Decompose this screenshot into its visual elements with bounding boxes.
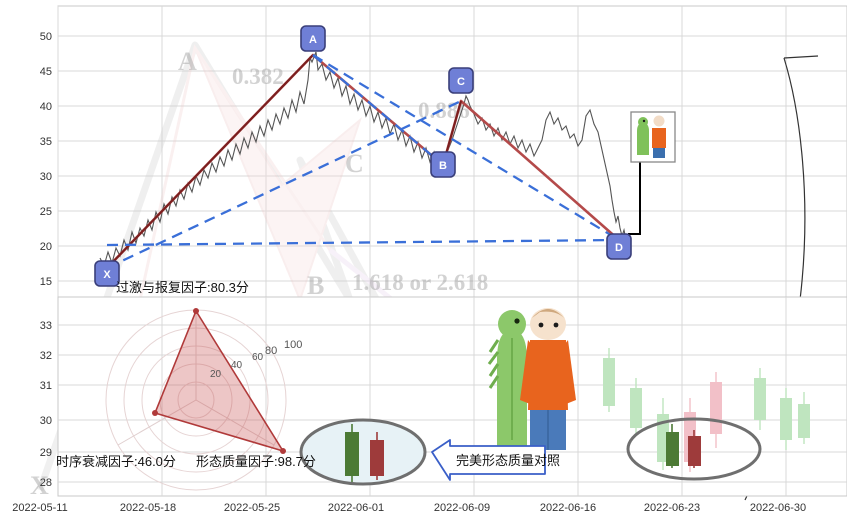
watermark-B: B	[307, 271, 324, 300]
watermark-0382: 0.382	[232, 64, 284, 89]
pattern-compare-label: 完美形态质量对照	[456, 453, 560, 468]
candle	[370, 432, 384, 480]
y-tick: 50	[40, 31, 52, 43]
candle	[666, 424, 679, 468]
pivot-B-label: B	[439, 160, 447, 172]
upper-grid-vertical	[57, 6, 787, 297]
x-axis-ticks: 2022-05-11 2022-05-18 2022-05-25 2022-06…	[12, 502, 806, 514]
candle	[798, 392, 810, 444]
x-tick: 2022-06-01	[328, 502, 384, 514]
cartoon-group	[487, 308, 576, 450]
pivot-B[interactable]: B	[430, 151, 456, 178]
pivot-A-label: A	[309, 34, 317, 46]
pivot-C-label: C	[457, 76, 465, 88]
y-tick: 32	[40, 350, 52, 362]
pivot-D-label: D	[615, 242, 623, 254]
upper-y-ticks: 50 45 40 35 30 25 20 15	[40, 31, 52, 288]
dinosaur-icon	[487, 310, 527, 450]
y-tick: 33	[40, 320, 52, 332]
lower-y-ticks: 33 32 31 30 29 28	[40, 320, 52, 489]
inset-person-icon	[652, 115, 666, 158]
lower-panel: 33 32 31 30 29 28	[40, 296, 847, 497]
watermark-X: X	[30, 471, 49, 500]
pattern-highlight-right[interactable]	[626, 417, 762, 481]
x-tick: 2022-05-25	[224, 502, 280, 514]
y-tick: 28	[40, 477, 52, 489]
inset-dinosaur-icon	[637, 117, 649, 155]
radar-tick-40: 40	[231, 360, 243, 371]
y-tick: 30	[40, 415, 52, 427]
radar-vertices	[152, 308, 286, 454]
x-tick: 2022-06-09	[434, 502, 490, 514]
radar-tick-20: 20	[210, 369, 222, 380]
x-tick: 2022-06-30	[750, 502, 806, 514]
person-icon	[520, 308, 576, 450]
radar-tick-80: 80	[265, 345, 277, 357]
annotation-decay-factor: 时序衰减因子:46.0分	[56, 454, 176, 469]
x-tick: 2022-05-11	[12, 502, 67, 514]
pattern-compare-callout: 完美形态质量对照	[431, 439, 560, 481]
radar-tick-labels: 20 40 60 80 100	[210, 339, 302, 380]
radar-chart: 20 40 60 80 100	[105, 308, 302, 491]
watermark-1618: 1.618 or 2.618	[352, 270, 488, 295]
upper-panel: 50 45 40 35 30 25 20 15 0.382 0.886 1.61…	[30, 5, 847, 501]
watermark-A: A	[178, 47, 197, 76]
projection-cap	[783, 55, 819, 59]
pivot-C[interactable]: C	[448, 67, 474, 94]
x-tick: 2022-05-18	[120, 502, 176, 514]
y-tick: 35	[40, 136, 52, 148]
y-tick: 25	[40, 206, 52, 218]
candle	[630, 378, 642, 436]
y-tick: 31	[40, 380, 52, 392]
candle	[780, 388, 792, 450]
price-line	[99, 51, 629, 268]
watermark-C: C	[345, 149, 364, 178]
pattern-highlight-left[interactable]	[299, 418, 427, 486]
pivot-markers: A C B D X	[94, 25, 632, 287]
upper-plot-frame	[57, 5, 847, 298]
candle	[688, 430, 701, 468]
radar-tick-100: 100	[284, 339, 302, 351]
candle	[603, 348, 615, 412]
y-tick: 30	[40, 171, 52, 183]
y-tick: 20	[40, 241, 52, 253]
x-tick: 2022-06-16	[540, 502, 596, 514]
pivot-D[interactable]: D	[606, 233, 632, 260]
harmonic-dashed-lines	[106, 54, 620, 270]
pivot-X-label: X	[103, 269, 111, 281]
radar-spokes	[117, 310, 275, 446]
y-tick: 45	[40, 66, 52, 78]
candle	[345, 424, 359, 482]
candle	[754, 368, 766, 430]
y-tick: 40	[40, 101, 52, 113]
pivot-A[interactable]: A	[300, 25, 326, 52]
pivot-X[interactable]: X	[94, 260, 120, 287]
radar-polygon	[153, 309, 285, 453]
annotation-overshoot-factor: 过激与报复因子:80.3分	[116, 280, 249, 295]
annotation-quality-factor: 形态质量因子:98.7分	[196, 454, 316, 469]
y-tick: 15	[40, 276, 52, 288]
y-tick: 29	[40, 447, 52, 459]
inset-thumbnail[interactable]	[630, 111, 676, 163]
radar-tick-60: 60	[252, 352, 264, 363]
x-tick: 2022-06-23	[644, 502, 700, 514]
